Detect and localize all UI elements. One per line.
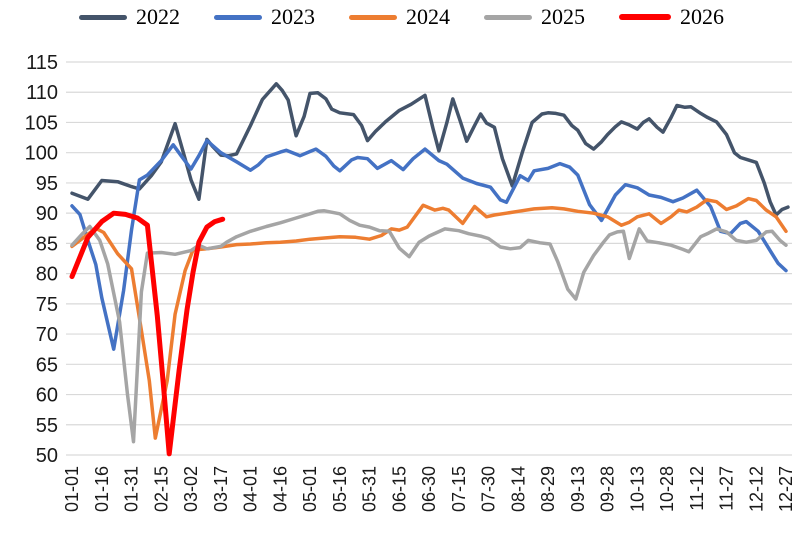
y-axis-tick-label: 75 bbox=[36, 294, 58, 316]
y-axis-tick-label: 80 bbox=[36, 264, 58, 286]
legend-swatch-2023 bbox=[214, 14, 262, 20]
x-axis-tick-label: 07-15 bbox=[449, 466, 469, 512]
x-axis-tick-label: 04-01 bbox=[241, 466, 261, 512]
legend-label: 2023 bbox=[271, 4, 315, 29]
legend-label: 2026 bbox=[680, 4, 724, 29]
legend-item-2023: 2023 bbox=[214, 6, 315, 28]
x-axis-tick-label: 08-14 bbox=[508, 466, 528, 512]
y-axis-tick-label: 85 bbox=[36, 233, 58, 255]
x-axis-tick-label: 12-12 bbox=[746, 466, 766, 512]
legend-swatch-2022 bbox=[79, 14, 127, 20]
x-axis-tick-label: 10-13 bbox=[627, 466, 647, 512]
x-axis-tick-label: 11-27 bbox=[717, 466, 737, 511]
y-axis-tick-label: 90 bbox=[36, 203, 58, 225]
x-axis-tick-label: 04-16 bbox=[270, 466, 290, 512]
series-line-2024 bbox=[70, 196, 788, 440]
x-axis-tick-label: 11-12 bbox=[687, 466, 707, 511]
legend-item-2024: 2024 bbox=[349, 6, 450, 28]
x-axis-tick-label: 12-27 bbox=[776, 466, 796, 512]
y-axis-tick-label: 110 bbox=[26, 82, 58, 104]
x-axis-tick-label: 06-30 bbox=[419, 466, 439, 512]
legend-label: 2024 bbox=[406, 4, 450, 29]
x-axis-tick-label: 02-15 bbox=[151, 466, 171, 512]
x-axis-tick-label: 08-29 bbox=[538, 466, 558, 512]
x-axis-tick-label: 01-01 bbox=[62, 466, 82, 512]
legend-swatch-2025 bbox=[484, 14, 532, 20]
y-axis-tick-label: 50 bbox=[36, 445, 58, 467]
legend-item-2025: 2025 bbox=[484, 6, 585, 28]
chart-legend: 2022 2023 2024 2025 2026 bbox=[0, 6, 803, 28]
x-axis-tick-label: 01-31 bbox=[122, 466, 142, 512]
series-line-2023 bbox=[70, 138, 788, 351]
series-line-2025 bbox=[70, 208, 788, 444]
legend-label: 2025 bbox=[541, 4, 585, 29]
x-axis-tick-label: 05-31 bbox=[360, 466, 380, 512]
x-axis-tick-label: 09-28 bbox=[598, 466, 618, 512]
x-axis-tick-label: 01-16 bbox=[92, 466, 112, 512]
series-line-2022 bbox=[70, 82, 790, 217]
x-axis-tick-label: 06-15 bbox=[389, 466, 409, 512]
y-axis-tick-label: 60 bbox=[36, 385, 58, 407]
x-axis-tick-label: 07-30 bbox=[479, 466, 499, 512]
x-axis-tick-label: 09-13 bbox=[568, 466, 588, 512]
y-axis-tick-label: 100 bbox=[25, 143, 58, 165]
x-axis-tick-label: 10-28 bbox=[657, 466, 677, 512]
legend-swatch-2026 bbox=[619, 14, 671, 20]
legend-swatch-2024 bbox=[349, 14, 397, 20]
y-axis-tick-label: 70 bbox=[36, 324, 58, 346]
legend-item-2026: 2026 bbox=[619, 6, 724, 28]
x-axis-tick-label: 03-02 bbox=[181, 466, 201, 512]
y-axis-tick-label: 95 bbox=[36, 173, 58, 195]
x-axis-tick-label: 03-17 bbox=[211, 466, 231, 512]
y-axis-tick-label: 105 bbox=[25, 112, 58, 134]
legend-label: 2022 bbox=[136, 4, 180, 29]
series-line-2026 bbox=[69, 210, 226, 457]
legend-item-2022: 2022 bbox=[79, 6, 180, 28]
y-axis-tick-label: 65 bbox=[36, 354, 58, 376]
x-axis-tick-label: 05-16 bbox=[330, 466, 350, 512]
y-axis-tick-label: 55 bbox=[36, 415, 58, 437]
x-axis-tick-label: 05-01 bbox=[300, 466, 320, 512]
y-axis-tick-label: 115 bbox=[26, 52, 58, 74]
